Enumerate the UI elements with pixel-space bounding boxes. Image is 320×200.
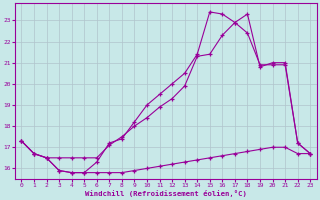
X-axis label: Windchill (Refroidissement éolien,°C): Windchill (Refroidissement éolien,°C): [85, 190, 247, 197]
